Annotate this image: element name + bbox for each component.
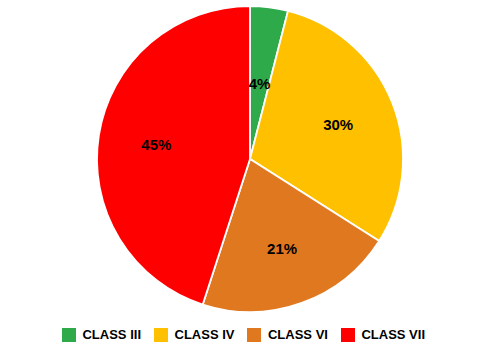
svg-text:4%: 4% (249, 75, 271, 92)
svg-text:30%: 30% (323, 116, 353, 133)
html-text:CLASS VI: CLASS VI (268, 327, 328, 342)
html-text:CLASS IV: CLASS IV (174, 327, 235, 342)
html-text:CLASS VII: CLASS VII (361, 327, 425, 342)
svg-text:21%: 21% (267, 240, 297, 257)
html-text:CLASS III: CLASS III (82, 327, 141, 342)
svg-text:45%: 45% (141, 136, 171, 153)
